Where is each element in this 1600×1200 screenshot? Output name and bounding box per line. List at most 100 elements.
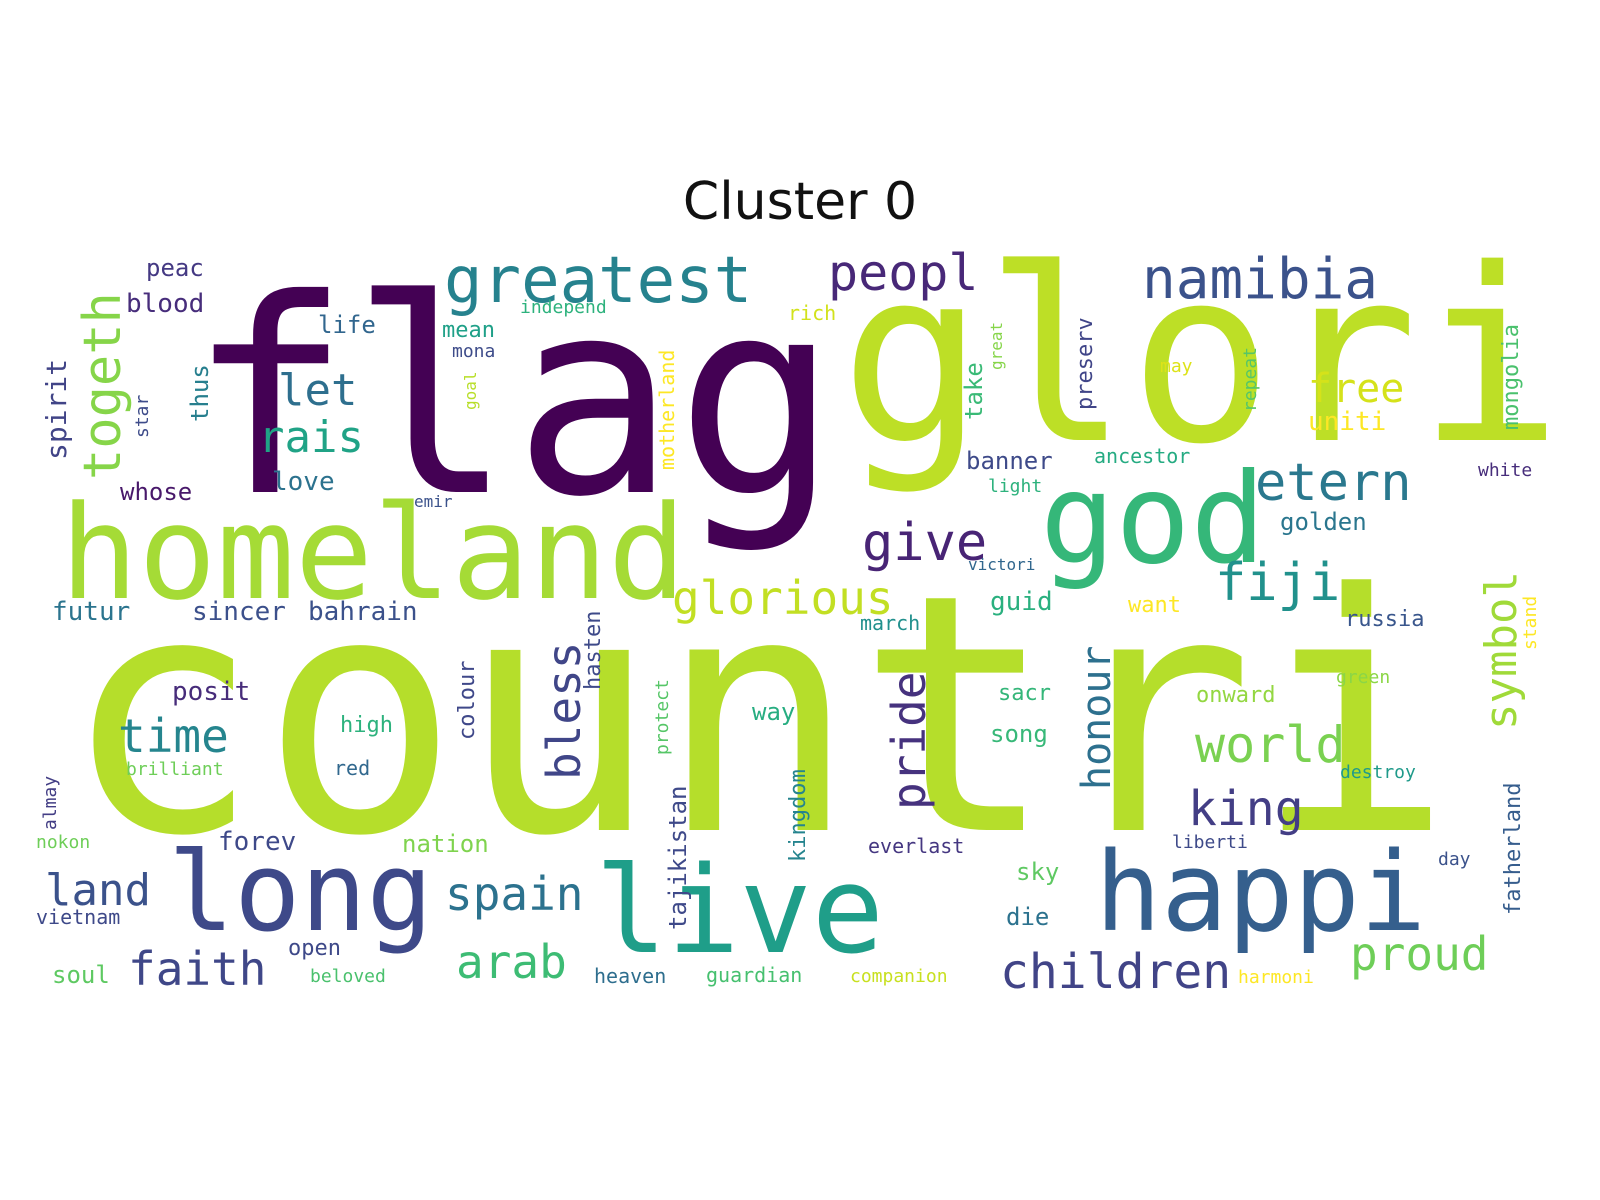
word-futur: futur — [52, 597, 130, 627]
word-want: want — [1128, 593, 1181, 618]
word-guid: guid — [990, 587, 1053, 617]
word-light: light — [988, 476, 1042, 497]
word-time: time — [118, 709, 229, 763]
word-bless: bless — [537, 642, 591, 780]
word-glori: glori — [840, 217, 1562, 497]
word-happi: happi — [1095, 828, 1426, 956]
word-destroy: destroy — [1340, 762, 1416, 783]
word-repeat: repeat — [1240, 347, 1261, 412]
word-pride: pride — [882, 672, 936, 810]
word-motherland: motherland — [655, 350, 679, 470]
word-long: long — [168, 828, 433, 956]
word-world: world — [1195, 716, 1346, 774]
word-colour: colour — [455, 661, 480, 740]
word-sincer: sincer — [192, 597, 286, 627]
word-honour: honour — [1074, 646, 1120, 791]
word-fatherland: fatherland — [1501, 783, 1526, 915]
word-proud: proud — [1350, 927, 1488, 981]
word-nation: nation — [402, 830, 489, 858]
word-nokon: nokon — [36, 832, 90, 853]
word-rais: rais — [258, 412, 364, 463]
word-live: live — [595, 842, 884, 981]
word-guardian: guardian — [706, 963, 802, 987]
word-day: day — [1438, 849, 1471, 870]
word-free: free — [1308, 366, 1404, 412]
word-white: white — [1478, 460, 1532, 481]
word-high: high — [340, 713, 393, 738]
word-hasten: hasten — [581, 611, 606, 690]
word-preserv: preserv — [1073, 317, 1098, 410]
word-sacr: sacr — [998, 681, 1051, 706]
word-peopl: peopl — [828, 244, 979, 302]
word-great: great — [987, 322, 1006, 370]
word-ancestor: ancestor — [1094, 444, 1190, 468]
word-march: march — [860, 611, 920, 635]
word-almay: almay — [40, 776, 61, 830]
word-peac: peac — [146, 254, 204, 282]
word-fiji: fiji — [1215, 553, 1340, 613]
word-life: life — [318, 311, 376, 339]
word-let: let — [278, 365, 357, 416]
word-red: red — [334, 756, 370, 780]
word-namibia: namibia — [1142, 247, 1378, 312]
word-flag: flag — [188, 241, 838, 556]
word-glorious: glorious — [672, 571, 894, 625]
word-companion: companion — [850, 966, 948, 987]
word-countri: countri — [62, 524, 1453, 908]
word-king: king — [1188, 781, 1304, 837]
word-rich: rich — [788, 301, 836, 325]
word-tajikistan: tajikistan — [664, 786, 692, 931]
chart-title: Cluster 0 — [682, 172, 918, 232]
word-green: green — [1336, 667, 1390, 688]
word-star: star — [132, 394, 153, 438]
word-forev: forev — [218, 827, 296, 857]
word-etern: etern — [1255, 453, 1412, 513]
word-mona: mona — [452, 341, 495, 362]
word-god: god — [1040, 447, 1266, 592]
word-victori: victori — [968, 555, 1035, 574]
word-uniti: uniti — [1308, 407, 1386, 437]
word-protect: protect — [652, 679, 673, 755]
word-open: open — [288, 936, 341, 961]
word-symbol: symbol — [1476, 571, 1527, 730]
word-whose: whose — [120, 478, 192, 506]
word-mongolia: mongolia — [1499, 324, 1524, 430]
word-mean: mean — [442, 318, 495, 343]
word-emir: emir — [414, 492, 453, 511]
word-homeland: homeland — [60, 477, 686, 629]
word-spain: spain — [445, 867, 583, 921]
word-way: way — [752, 698, 795, 726]
word-give: give — [862, 513, 987, 573]
word-russia: russia — [1345, 607, 1424, 632]
word-children: children — [1000, 944, 1231, 1000]
word-brilliant: brilliant — [126, 759, 224, 780]
word-blood: blood — [126, 289, 204, 319]
word-stand: stand — [1520, 596, 1541, 650]
word-take: take — [960, 362, 988, 420]
word-heaven: heaven — [594, 964, 666, 988]
word-posit: posit — [172, 677, 250, 707]
word-bahrain: bahrain — [308, 597, 418, 627]
word-everlast: everlast — [868, 834, 964, 858]
word-liberti: liberti — [1172, 832, 1248, 853]
word-sky: sky — [1016, 858, 1059, 886]
word-goal: goal — [461, 371, 480, 410]
word-onward: onward — [1196, 683, 1275, 708]
word-love: love — [272, 467, 335, 497]
word-kingdom: kingdom — [786, 769, 811, 862]
word-beloved: beloved — [310, 966, 386, 987]
word-golden: golden — [1280, 508, 1367, 536]
word-spirit: spirit — [40, 359, 73, 460]
word-harmoni: harmoni — [1238, 967, 1314, 988]
word-banner: banner — [966, 447, 1053, 475]
word-soul: soul — [52, 961, 110, 989]
word-arab: arab — [456, 935, 567, 989]
word-die: die — [1006, 903, 1049, 931]
word-faith: faith — [128, 942, 266, 996]
word-greatest: greatest — [444, 244, 752, 318]
word-vietnam: vietnam — [36, 905, 120, 929]
word-may: may — [1160, 356, 1193, 377]
word-land: land — [45, 865, 151, 916]
